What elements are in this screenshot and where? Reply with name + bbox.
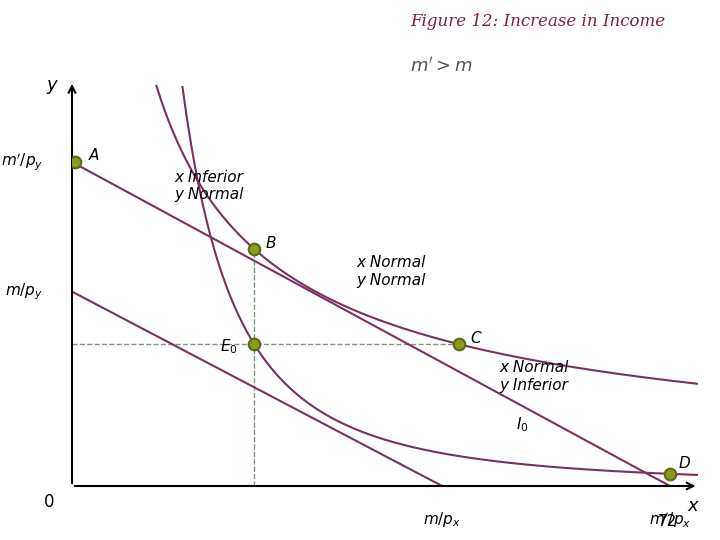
Point [248, 245, 260, 253]
Point [454, 340, 465, 349]
Text: $m'/p_y$: $m'/p_y$ [1, 151, 43, 173]
Text: $E_0$: $E_0$ [220, 337, 238, 356]
Point [664, 470, 675, 478]
Text: $I_0$: $I_0$ [516, 415, 528, 434]
Point [248, 340, 260, 349]
Text: D: D [678, 456, 690, 471]
Text: 0: 0 [44, 493, 55, 511]
Text: x Normal
y Normal: x Normal y Normal [356, 255, 426, 287]
Text: x Normal
y Inferior: x Normal y Inferior [499, 361, 569, 393]
Text: x Inferior
y Normal: x Inferior y Normal [174, 170, 244, 202]
Text: $m/p_x$: $m/p_x$ [423, 510, 462, 529]
Text: B: B [266, 235, 276, 251]
Text: x: x [688, 497, 698, 515]
Point [69, 158, 81, 166]
Text: y: y [47, 76, 58, 94]
Text: C: C [471, 330, 481, 346]
Text: $m'/p_x$: $m'/p_x$ [649, 510, 691, 530]
Text: 72: 72 [657, 514, 677, 529]
Text: Figure 12: Increase in Income: Figure 12: Increase in Income [410, 14, 665, 30]
Text: A: A [89, 148, 99, 164]
Text: $m' > m$: $m' > m$ [410, 57, 473, 76]
Text: $m/p_y$: $m/p_y$ [6, 281, 43, 302]
